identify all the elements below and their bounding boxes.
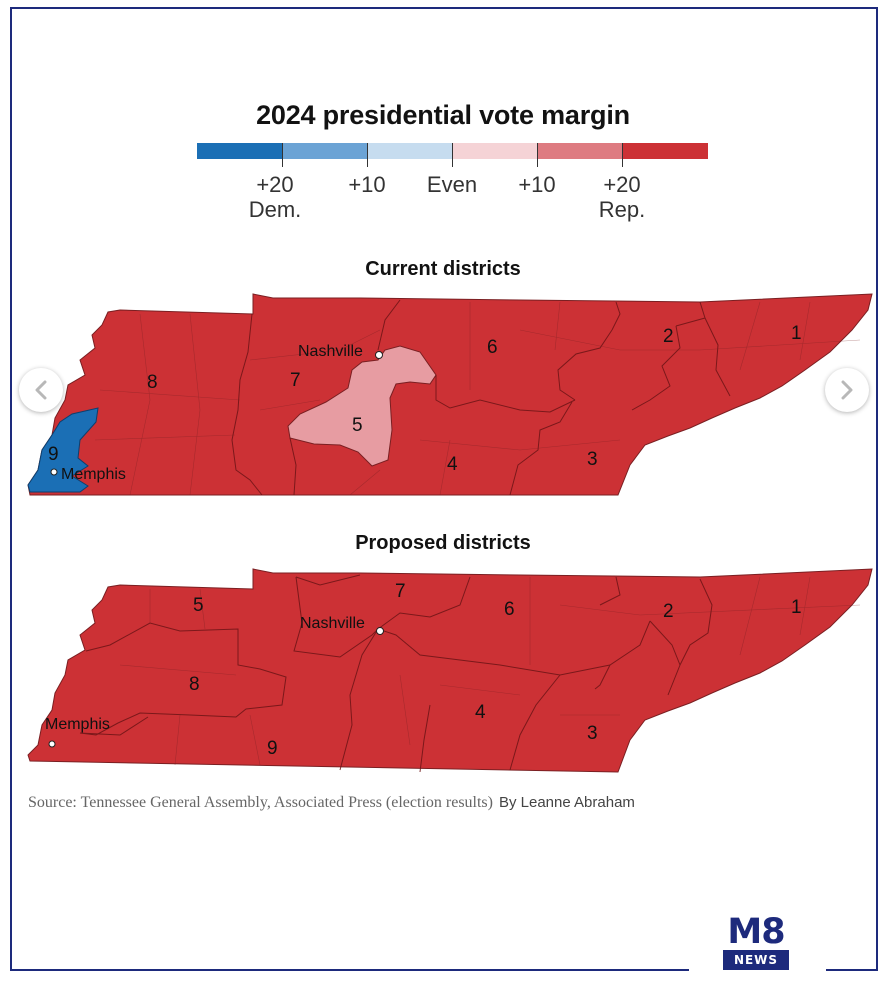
district-9-area: [27, 407, 99, 493]
district-label: 7: [395, 581, 406, 602]
legend-tick: [367, 143, 368, 167]
legend-color-scale: [197, 143, 709, 159]
legend-segment-dem-lean: [282, 143, 368, 159]
m8-news-logo: M8 NEWS: [723, 914, 789, 970]
legend-segment-rep-strong: [622, 143, 709, 159]
legend-label-dem10: +10: [348, 172, 386, 197]
legend-label-rep10: +10: [518, 172, 556, 197]
memphis-label: Memphis: [61, 466, 126, 483]
tennessee-outline: [27, 293, 873, 496]
district-label: 8: [147, 372, 158, 393]
district-label: 3: [587, 723, 598, 744]
chevron-right-icon: [841, 380, 853, 400]
source-text: Source: Tennessee General Assembly, Asso…: [28, 794, 493, 811]
current-map-title: Current districts: [365, 258, 521, 280]
district-label: 2: [663, 601, 674, 622]
chevron-left-icon: [35, 380, 47, 400]
legend-label-rep20: +20 Rep.: [598, 172, 646, 222]
district-label: 1: [791, 597, 802, 618]
legend-segment-rep-tilt: [452, 143, 538, 159]
district-label: 4: [475, 702, 486, 723]
logo-mark: M8: [727, 912, 785, 952]
legend-tick: [537, 143, 538, 167]
next-slide-button[interactable]: [825, 368, 869, 412]
district-label: 4: [447, 454, 458, 475]
memphis-label: Memphis: [45, 716, 110, 733]
legend-tick: [622, 143, 623, 167]
content-frame: [10, 7, 878, 971]
legend-label-even: Even: [426, 172, 478, 197]
legend-title: 2024 presidential vote margin: [256, 100, 630, 130]
district-label: 9: [267, 738, 278, 759]
nashville-label: Nashville: [298, 343, 363, 360]
district-label: 9: [48, 444, 59, 465]
frame-divider: [10, 969, 689, 971]
district-label: 7: [290, 370, 301, 391]
legend-segment-rep-lean: [537, 143, 623, 159]
district-5-area: [287, 345, 437, 467]
logo-news-box: NEWS: [723, 950, 789, 970]
district-label: 6: [504, 599, 515, 620]
byline: By Leanne Abraham: [498, 794, 635, 811]
proposed-districts-map: Nashville Memphis 1 2 3 4 5 6 7 8 9: [27, 568, 873, 773]
tennessee-outline: [27, 568, 873, 773]
nashville-label: Nashville: [300, 615, 365, 632]
district-label: 5: [193, 595, 204, 616]
legend-segment-dem-tilt: [367, 143, 453, 159]
legend-label-dem20: +20 Dem.: [248, 172, 302, 222]
district-label: 8: [189, 674, 200, 695]
current-districts-map: Nashville Memphis 1 2 3 4 5 6 7 8 9: [27, 293, 873, 496]
legend-segment-dem-strong: [197, 143, 283, 159]
source-credit: Source: Tennessee General Assembly, Asso…: [28, 794, 635, 812]
district-label: 5: [352, 415, 363, 436]
district-label: 1: [791, 323, 802, 344]
proposed-map-title: Proposed districts: [355, 532, 531, 554]
previous-slide-button[interactable]: [19, 368, 63, 412]
district-label: 6: [487, 337, 498, 358]
legend-tick: [282, 143, 283, 167]
district-label: 3: [587, 449, 598, 470]
district-label: 2: [663, 326, 674, 347]
frame-divider: [826, 969, 878, 971]
legend-tick: [452, 143, 453, 167]
